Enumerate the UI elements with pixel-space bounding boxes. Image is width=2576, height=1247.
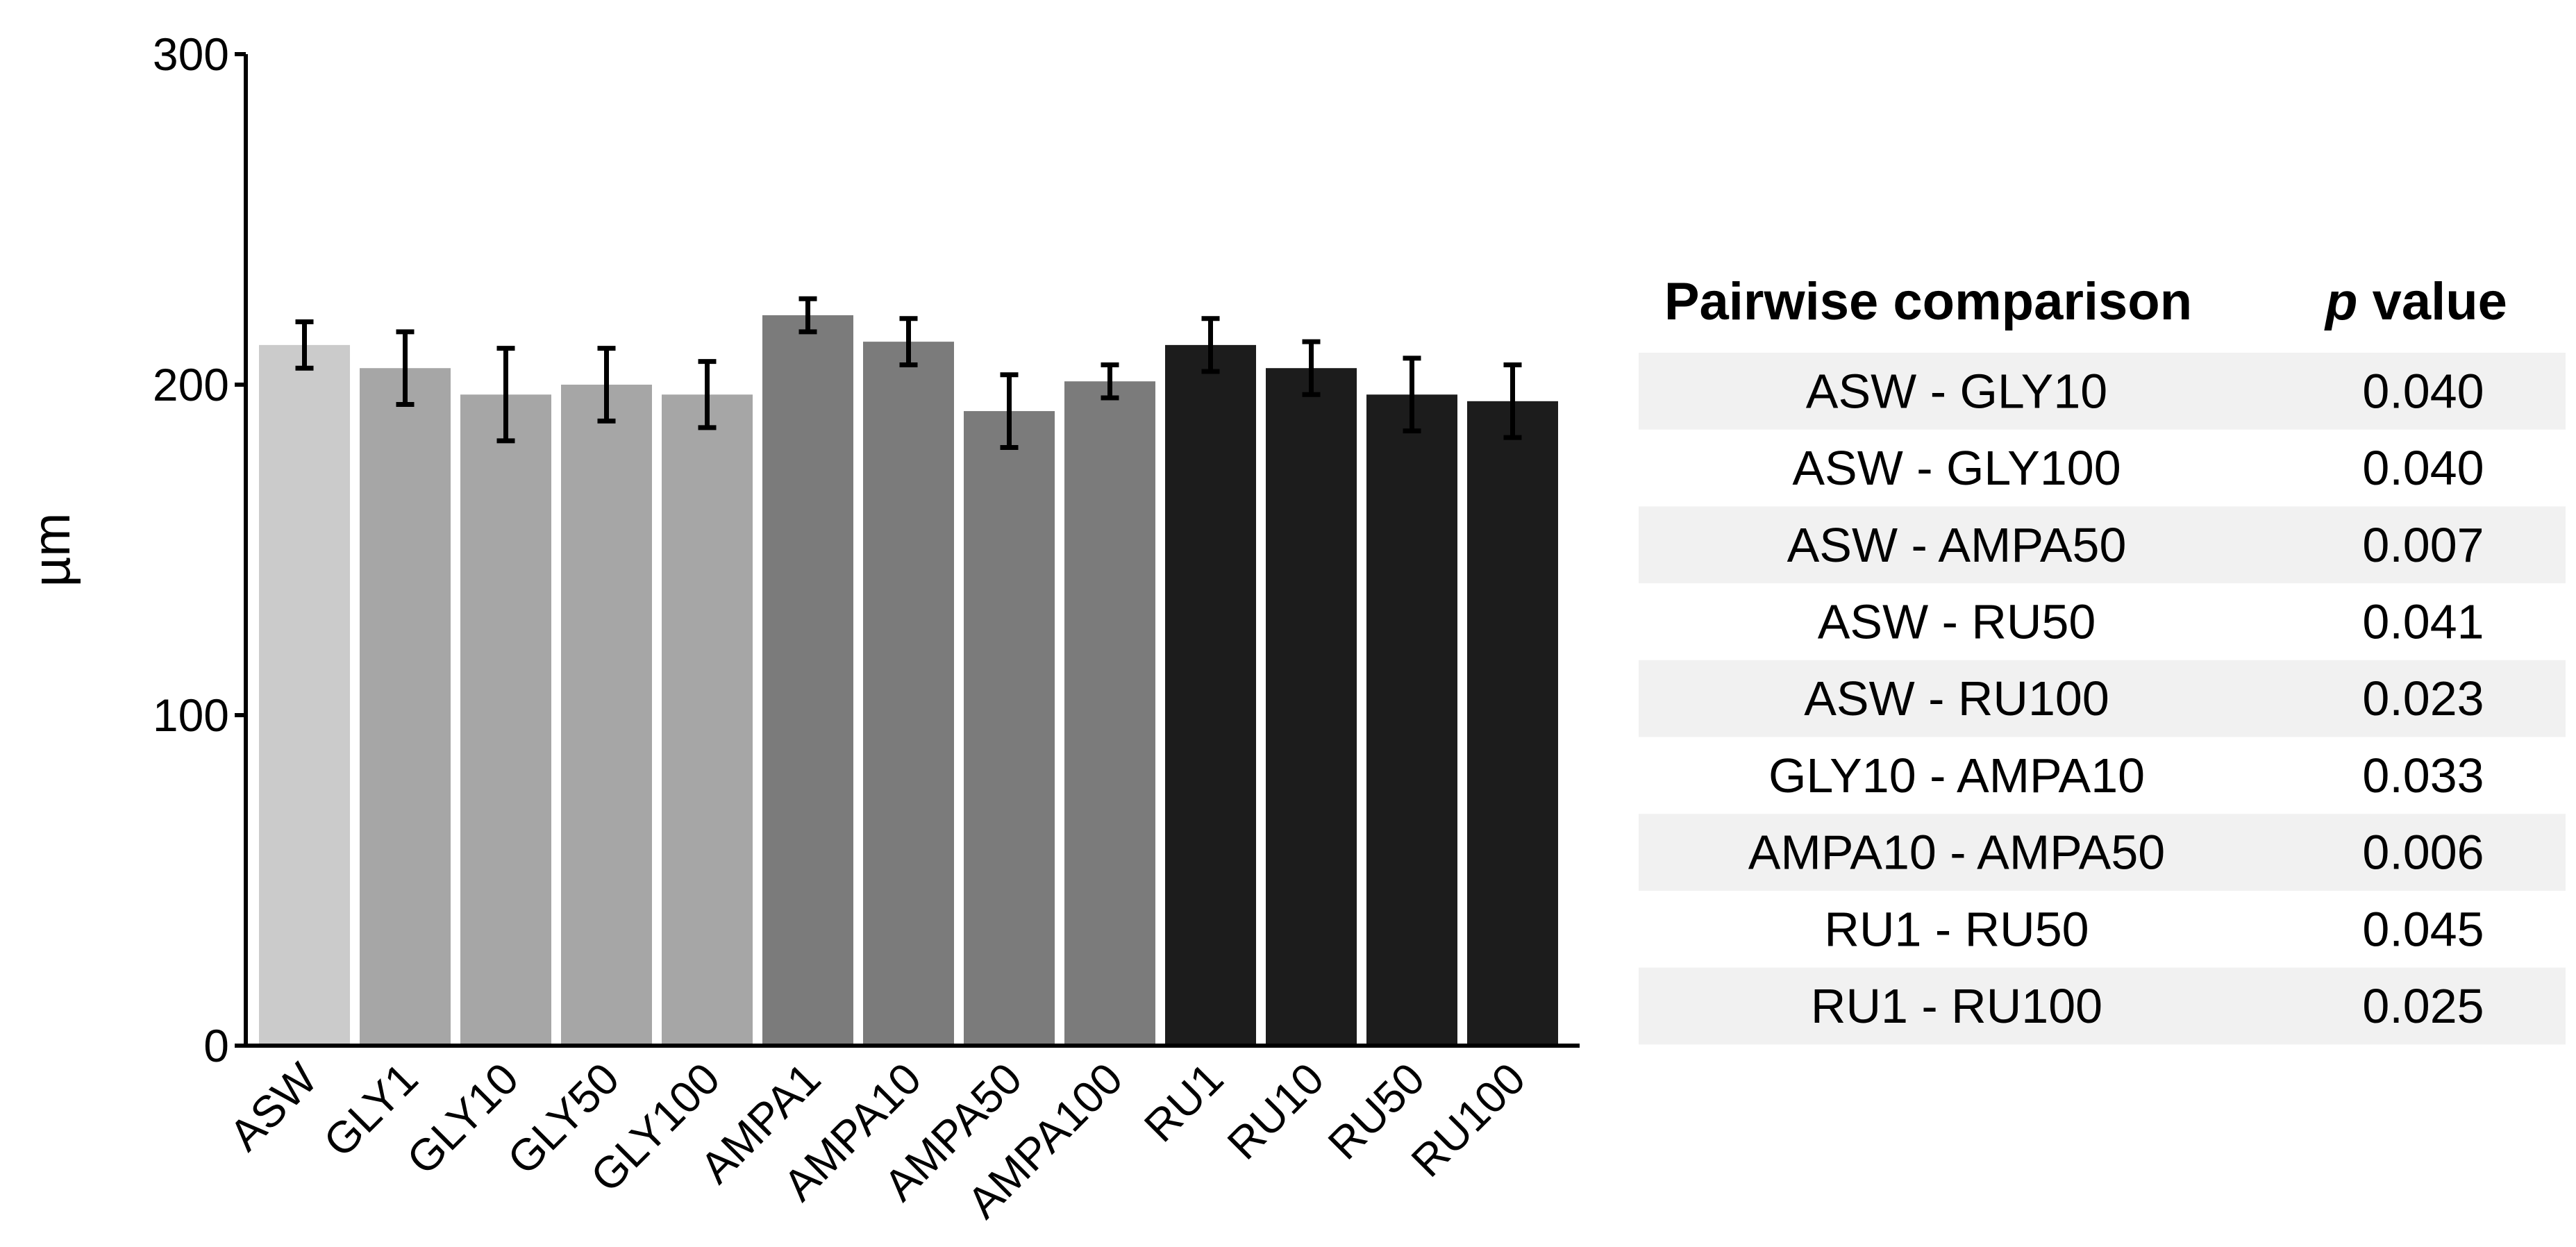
bar-gly50	[561, 385, 652, 1046]
table-row: AMPA10 - AMPA50 0.006	[1639, 814, 2566, 891]
error-bar-asw	[295, 319, 314, 371]
bar-gly1	[360, 368, 451, 1046]
table-cell-p-value: 0.006	[2362, 826, 2484, 880]
table-cell-comparison: ASW - AMPA50	[1787, 518, 2127, 572]
bar-chart: 0 100 200 300 ASWGLY1GLY10GLY50GLY100AMPA1A…	[22, 28, 1580, 1228]
table-header-p-value: p value	[2324, 272, 2507, 331]
error-bars-layer	[295, 296, 1522, 450]
table-cell-comparison: ASW - RU50	[1818, 594, 2096, 648]
bar-ru1	[1165, 344, 1256, 1046]
table-cell-comparison: ASW - GLY100	[1792, 441, 2121, 495]
pairwise-comparison-table: Pairwise comparison p value ASW - GLY10 0…	[1639, 272, 2566, 1045]
table-row-stripe	[1639, 660, 2566, 737]
table-row: ASW - GLY100 0.040	[1792, 441, 2484, 495]
bar-ru10	[1266, 368, 1357, 1046]
bar-ampa10	[863, 342, 954, 1046]
error-bar-gly1	[396, 329, 415, 408]
table-cell-p-value: 0.045	[2362, 902, 2484, 956]
x-category-labels: ASWGLY1GLY10GLY50GLY100AMPA1AMPA10AMPA50…	[219, 1053, 1534, 1228]
bars-layer	[259, 315, 1558, 1046]
y-tick-label: 0	[203, 1020, 229, 1071]
y-tick-label: 100	[153, 689, 229, 741]
table-row: RU1 - RU50 0.045	[1824, 902, 2484, 956]
table-header-comparison: Pairwise comparison	[1664, 272, 2192, 331]
table-row-stripe	[1639, 353, 2566, 430]
error-bar-ru10	[1302, 339, 1321, 397]
table-cell-comparison: RU1 - RU50	[1824, 902, 2089, 956]
error-bar-ampa100	[1101, 362, 1119, 401]
error-bar-gly50	[597, 346, 616, 424]
table-row-stripe	[1639, 506, 2566, 584]
error-bar-ru50	[1403, 355, 1421, 434]
y-tick-label: 200	[153, 359, 229, 410]
table-cell-p-value: 0.025	[2362, 979, 2484, 1033]
error-bar-gly10	[496, 346, 515, 444]
table-row: ASW - AMPA50 0.007	[1639, 506, 2566, 584]
x-category-label: RU10	[1218, 1053, 1334, 1169]
table-row: ASW - GLY10 0.040	[1639, 353, 2566, 430]
table-cell-p-value: 0.040	[2362, 364, 2484, 418]
table-cell-p-value: 0.007	[2362, 518, 2484, 572]
table-cell-comparison: AMPA10 - AMPA50	[1748, 826, 2165, 880]
bar-gly10	[460, 394, 551, 1046]
bar-asw	[259, 344, 350, 1046]
error-bar-gly100	[698, 359, 717, 430]
y-axis-label: µm	[22, 512, 81, 587]
x-category-label: ASW	[219, 1053, 326, 1160]
table-cell-comparison: ASW - GLY10	[1806, 364, 2107, 418]
y-tick-label: 300	[153, 28, 229, 80]
table-row: ASW - RU100 0.023	[1639, 660, 2566, 737]
axes-layer	[244, 54, 1580, 1048]
x-category-label: RU100	[1402, 1053, 1535, 1187]
table-cell-p-value: 0.040	[2362, 441, 2484, 495]
table-cell-p-value: 0.041	[2362, 594, 2484, 648]
bar-ampa50	[964, 411, 1055, 1046]
table-row: ASW - RU50 0.041	[1818, 594, 2484, 648]
table-row: RU1 - RU100 0.025	[1639, 967, 2566, 1045]
error-bar-ampa1	[798, 296, 817, 335]
bar-ampa1	[762, 315, 853, 1046]
error-bar-ampa50	[1000, 372, 1019, 450]
table-cell-p-value: 0.033	[2362, 748, 2484, 803]
bar-gly100	[662, 394, 753, 1046]
table-rows: ASW - GLY10 0.040 ASW - GLY100 0.040 ASW - A…	[1639, 353, 2566, 1045]
bar-ru100	[1467, 401, 1558, 1046]
table-cell-comparison: GLY10 - AMPA10	[1768, 748, 2145, 803]
bar-ru50	[1366, 394, 1457, 1046]
table-row-stripe	[1639, 814, 2566, 891]
table-cell-comparison: ASW - RU100	[1804, 671, 2109, 726]
p-italic: p	[2324, 272, 2357, 331]
x-category-label: GLY10	[397, 1053, 528, 1184]
table-cell-comparison: RU1 - RU100	[1811, 979, 2102, 1033]
p-rest: value	[2357, 272, 2507, 331]
error-bar-ampa10	[899, 316, 918, 367]
bar-ampa100	[1064, 381, 1155, 1046]
error-bar-ru1	[1201, 316, 1220, 374]
x-category-label: RU1	[1135, 1053, 1232, 1151]
y-ticks: 0 100 200 300	[153, 28, 246, 1071]
table-row-stripe	[1639, 967, 2566, 1045]
table-row: GLY10 - AMPA10 0.033	[1768, 748, 2484, 803]
error-bar-ru100	[1503, 362, 1522, 440]
table-cell-p-value: 0.023	[2362, 671, 2484, 726]
